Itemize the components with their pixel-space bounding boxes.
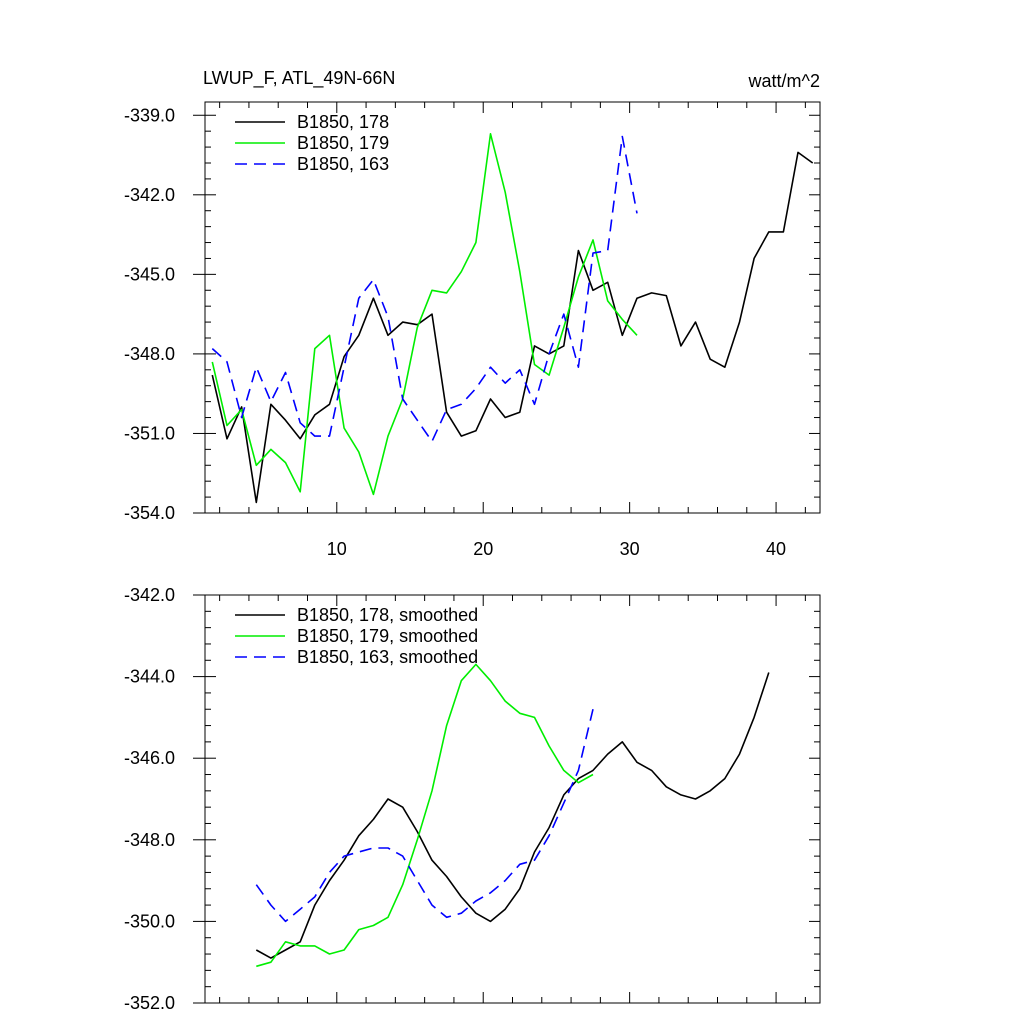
units-label: watt/m^2: [748, 71, 820, 91]
series-line-1: [255, 672, 770, 959]
series-line-1: [211, 151, 814, 504]
y-tick-label: -351.0: [124, 423, 175, 443]
top-panel: LWUP_F, ATL_49N-66N watt/m^2 -354.0 -351.…: [124, 68, 821, 559]
y-tick-label: -350.0: [124, 911, 175, 931]
x-tick-label: 10: [327, 539, 347, 559]
legend-label: B1850, 178: [297, 112, 389, 132]
series-line-3: [211, 135, 638, 443]
y-tick-label: -348.0: [124, 344, 175, 364]
x-tick-label: 40: [766, 539, 786, 559]
series-line-2: [211, 133, 638, 496]
legend-label: B1850, 179, smoothed: [297, 626, 478, 646]
y-tick-label: -348.0: [124, 830, 175, 850]
bottom-panel: -352.0 -350.0 -348.0 -346.0 -344.0 -342.0 B185…: [124, 585, 821, 1013]
legend-label: B1850, 163: [297, 154, 389, 174]
series-line-2: [256, 663, 594, 968]
y-tick-label: -342.0: [124, 185, 175, 205]
plot-title: LWUP_F, ATL_49N-66N: [203, 68, 395, 89]
y-tick-label: -342.0: [124, 585, 175, 605]
legend-label: B1850, 163, smoothed: [297, 647, 478, 667]
y-tick-label: -339.0: [124, 105, 175, 125]
x-tick-label: 30: [620, 539, 640, 559]
series-line-3: [255, 709, 594, 923]
y-tick-label: -346.0: [124, 748, 175, 768]
y-tick-label: -345.0: [124, 264, 175, 284]
y-tick-label: -344.0: [124, 667, 175, 687]
x-tick-label: 20: [473, 539, 493, 559]
legend-label: B1850, 178, smoothed: [297, 605, 478, 625]
y-tick-label: -352.0: [124, 993, 175, 1013]
y-tick-label: -354.0: [124, 503, 175, 523]
legend-label: B1850, 179: [297, 133, 389, 153]
